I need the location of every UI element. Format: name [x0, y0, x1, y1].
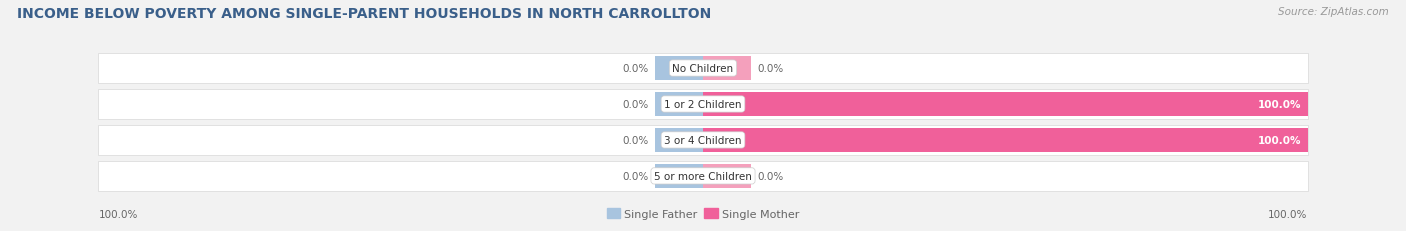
Text: 100.0%: 100.0% [1258, 100, 1302, 109]
Text: 3 or 4 Children: 3 or 4 Children [664, 135, 742, 145]
Text: 100.0%: 100.0% [98, 209, 138, 219]
Legend: Single Father, Single Mother: Single Father, Single Mother [602, 204, 804, 223]
Bar [703, 129, 1308, 152]
Text: 0.0%: 0.0% [623, 171, 648, 181]
Text: 0.0%: 0.0% [623, 135, 648, 145]
Text: 0.0%: 0.0% [758, 64, 783, 74]
Bar [655, 129, 703, 152]
Bar [703, 93, 1308, 116]
Text: 0.0%: 0.0% [623, 64, 648, 74]
Bar [655, 164, 703, 188]
Bar [655, 93, 703, 116]
Text: 0.0%: 0.0% [758, 171, 783, 181]
Text: 5 or more Children: 5 or more Children [654, 171, 752, 181]
Text: 100.0%: 100.0% [1258, 135, 1302, 145]
Text: 1 or 2 Children: 1 or 2 Children [664, 100, 742, 109]
Bar [703, 57, 751, 80]
Text: Source: ZipAtlas.com: Source: ZipAtlas.com [1278, 7, 1389, 17]
Bar [655, 57, 703, 80]
Bar [703, 164, 751, 188]
Text: INCOME BELOW POVERTY AMONG SINGLE-PARENT HOUSEHOLDS IN NORTH CARROLLTON: INCOME BELOW POVERTY AMONG SINGLE-PARENT… [17, 7, 711, 21]
Text: 0.0%: 0.0% [623, 100, 648, 109]
Text: No Children: No Children [672, 64, 734, 74]
Text: 100.0%: 100.0% [1268, 209, 1308, 219]
